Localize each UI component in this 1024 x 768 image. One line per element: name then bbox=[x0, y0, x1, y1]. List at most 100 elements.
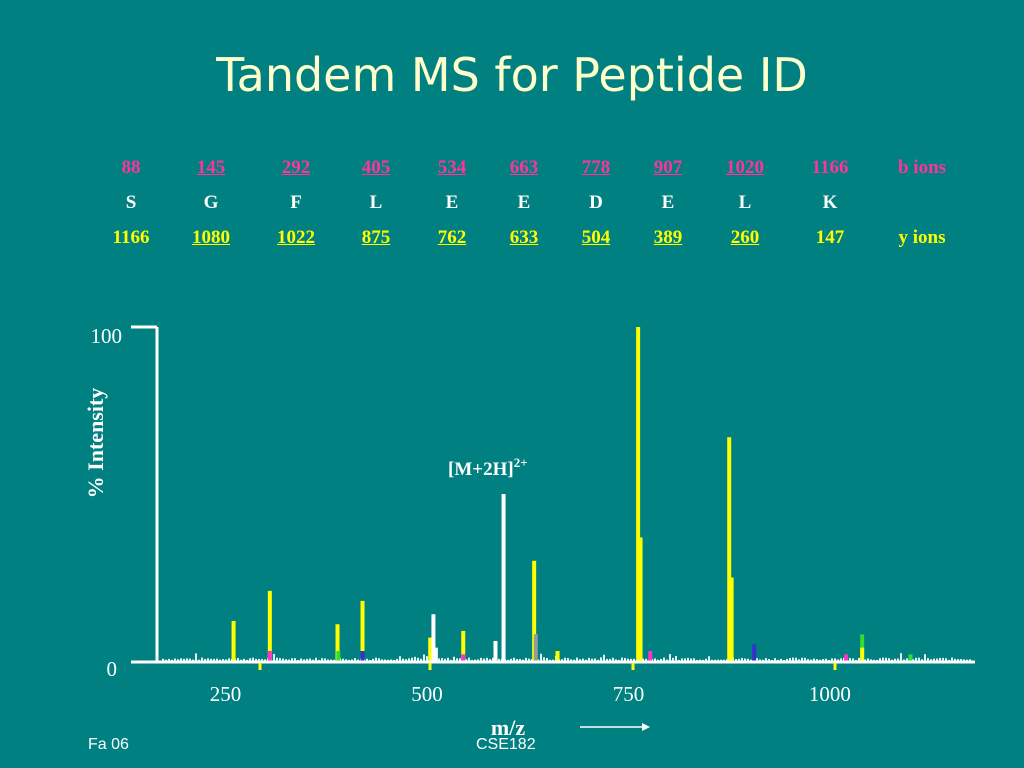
y-ion-4[interactable]: 875 bbox=[361, 226, 391, 248]
noise-mark bbox=[195, 653, 197, 661]
peaks bbox=[231, 327, 913, 661]
noise-mark bbox=[705, 658, 707, 661]
noise-mark bbox=[402, 658, 404, 661]
noise-mark bbox=[384, 659, 386, 661]
noise-mark bbox=[342, 658, 344, 661]
b-ion-5[interactable]: 534 bbox=[437, 156, 467, 178]
peak-8 bbox=[428, 637, 433, 661]
b-ion-8[interactable]: 907 bbox=[653, 156, 683, 178]
b-ion-7[interactable]: 778 bbox=[581, 156, 611, 178]
noise-mark bbox=[693, 658, 695, 661]
noise-mark bbox=[510, 658, 512, 661]
b-ion-4[interactable]: 405 bbox=[361, 156, 391, 178]
noise-mark bbox=[618, 659, 620, 661]
noise-mark bbox=[213, 658, 215, 661]
noise-mark bbox=[180, 658, 182, 661]
noise-mark bbox=[870, 659, 872, 661]
noise-mark bbox=[177, 659, 179, 661]
noise-mark bbox=[327, 659, 329, 661]
peak-20 bbox=[648, 650, 653, 661]
noise-mark bbox=[774, 658, 776, 661]
noise-mark bbox=[756, 658, 758, 661]
peak-3 bbox=[267, 650, 272, 661]
noise-mark bbox=[810, 659, 812, 661]
b-ion-2[interactable]: 145 bbox=[196, 156, 226, 178]
x-axis-label: m/z bbox=[491, 715, 525, 740]
noise-mark bbox=[933, 658, 935, 661]
noise-mark bbox=[201, 657, 203, 661]
noise-mark bbox=[957, 659, 959, 661]
noise-mark bbox=[441, 658, 443, 661]
residue-8: E bbox=[661, 191, 675, 213]
noise-mark bbox=[330, 659, 332, 661]
noise-mark bbox=[303, 659, 305, 661]
y-ion-7[interactable]: 504 bbox=[581, 226, 611, 248]
noise-mark bbox=[939, 657, 941, 661]
noise-mark bbox=[585, 659, 587, 661]
noise-mark bbox=[885, 657, 887, 661]
residue-2: G bbox=[203, 191, 219, 213]
y-ion-2[interactable]: 1080 bbox=[192, 226, 230, 248]
noise-mark bbox=[393, 659, 395, 661]
noise-mark bbox=[537, 659, 539, 661]
noise-mark bbox=[447, 657, 449, 661]
y-ion-8[interactable]: 389 bbox=[653, 226, 683, 248]
noise-mark bbox=[825, 658, 827, 661]
noise-mark bbox=[615, 659, 617, 661]
noise-mark bbox=[579, 659, 581, 661]
noise-mark bbox=[225, 659, 227, 661]
peak-27 bbox=[908, 654, 913, 661]
b-ion-9[interactable]: 1020 bbox=[726, 156, 764, 178]
noise-mark bbox=[891, 659, 893, 661]
noise-mark bbox=[258, 658, 260, 661]
noise-mark bbox=[747, 658, 749, 661]
y-ion-6[interactable]: 633 bbox=[509, 226, 539, 248]
peak-13 bbox=[493, 640, 498, 661]
noise-mark bbox=[936, 658, 938, 661]
noise-mark bbox=[198, 659, 200, 661]
noise-mark bbox=[255, 658, 257, 661]
noise-mark bbox=[900, 653, 902, 661]
noise-mark bbox=[843, 657, 845, 661]
noise-mark bbox=[411, 657, 413, 661]
noise-mark bbox=[480, 657, 482, 661]
b-ion-6[interactable]: 663 bbox=[509, 156, 539, 178]
peak-7 bbox=[360, 650, 365, 661]
noise-mark bbox=[807, 659, 809, 661]
noise-mark bbox=[906, 658, 908, 661]
noise-mark bbox=[546, 657, 548, 661]
y-ion-label: y ions bbox=[898, 226, 946, 248]
noise-mark bbox=[828, 659, 830, 661]
noise-mark bbox=[576, 657, 578, 661]
noise-mark bbox=[621, 657, 623, 661]
peak-12 bbox=[461, 654, 466, 661]
peak-19 bbox=[638, 537, 643, 661]
noise-mark bbox=[735, 659, 737, 661]
noise-mark bbox=[525, 657, 527, 661]
noise-mark bbox=[681, 658, 683, 661]
b-ion-3[interactable]: 292 bbox=[281, 156, 311, 178]
noise-mark bbox=[531, 659, 533, 661]
y-ion-3[interactable]: 1022 bbox=[277, 226, 315, 248]
noise-mark bbox=[966, 659, 968, 661]
noise-mark bbox=[243, 658, 245, 661]
noise-mark bbox=[738, 658, 740, 661]
noise-mark bbox=[720, 659, 722, 661]
noise-mark bbox=[477, 659, 479, 661]
noise-mark bbox=[627, 658, 629, 661]
noise-mark bbox=[762, 659, 764, 661]
noise-mark bbox=[624, 657, 626, 661]
noise-mark bbox=[519, 659, 521, 661]
noise-mark bbox=[219, 659, 221, 661]
noise-mark bbox=[444, 658, 446, 661]
noise-mark bbox=[456, 658, 458, 661]
baseline-noise bbox=[162, 653, 971, 661]
noise-mark bbox=[471, 659, 473, 661]
noise-mark bbox=[354, 658, 356, 661]
y-ion-9[interactable]: 260 bbox=[730, 226, 760, 248]
y-ion-5[interactable]: 762 bbox=[437, 226, 467, 248]
noise-mark bbox=[855, 659, 857, 661]
noise-mark bbox=[279, 658, 281, 661]
precursor-annotation: [M+2H]2+ bbox=[448, 455, 528, 480]
